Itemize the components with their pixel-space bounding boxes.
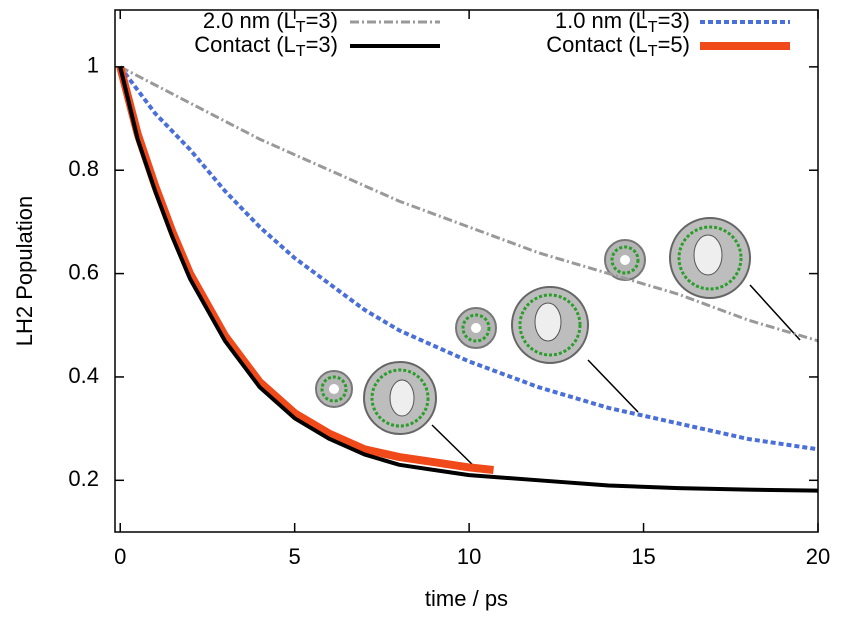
- legend-label: Contact (LT=5): [546, 32, 690, 60]
- hole: [329, 384, 339, 394]
- x-tick-label: 0: [114, 544, 126, 569]
- x-tick-label: 5: [289, 544, 301, 569]
- ring: [370, 368, 430, 428]
- hole: [534, 302, 562, 342]
- ring: [518, 293, 582, 357]
- y-axis-label: LH2 Population: [12, 196, 37, 346]
- legend-label: 2.0 nm (LT=3): [203, 8, 338, 36]
- pointer: [749, 284, 801, 341]
- pointer: [587, 359, 639, 413]
- ring: [610, 245, 640, 275]
- plot-frame: [114, 9, 819, 533]
- y-tick-label: 0.6: [68, 259, 99, 284]
- x-tick-label: 20: [806, 544, 830, 569]
- x-axis-label: time / ps: [425, 586, 508, 611]
- legend-label: Contact (LT=3): [194, 32, 338, 60]
- x-tick-label: 10: [457, 544, 481, 569]
- x-tick-label: 15: [631, 544, 655, 569]
- ring: [320, 375, 348, 403]
- legend-label: 1.0 nm (LT=3): [555, 8, 690, 36]
- hole: [389, 379, 415, 417]
- ring: [677, 225, 743, 291]
- y-tick-label: 0.2: [68, 466, 99, 491]
- hole: [471, 323, 481, 333]
- hole: [620, 255, 630, 265]
- series-line: [118, 66, 819, 493]
- ring: [461, 313, 491, 343]
- y-tick-label: 0.4: [68, 363, 99, 388]
- y-tick-label: 1: [87, 53, 99, 78]
- hole: [693, 234, 723, 276]
- series-line: [119, 65, 819, 343]
- y-tick-label: 0.8: [68, 156, 99, 181]
- insets: [315, 217, 801, 473]
